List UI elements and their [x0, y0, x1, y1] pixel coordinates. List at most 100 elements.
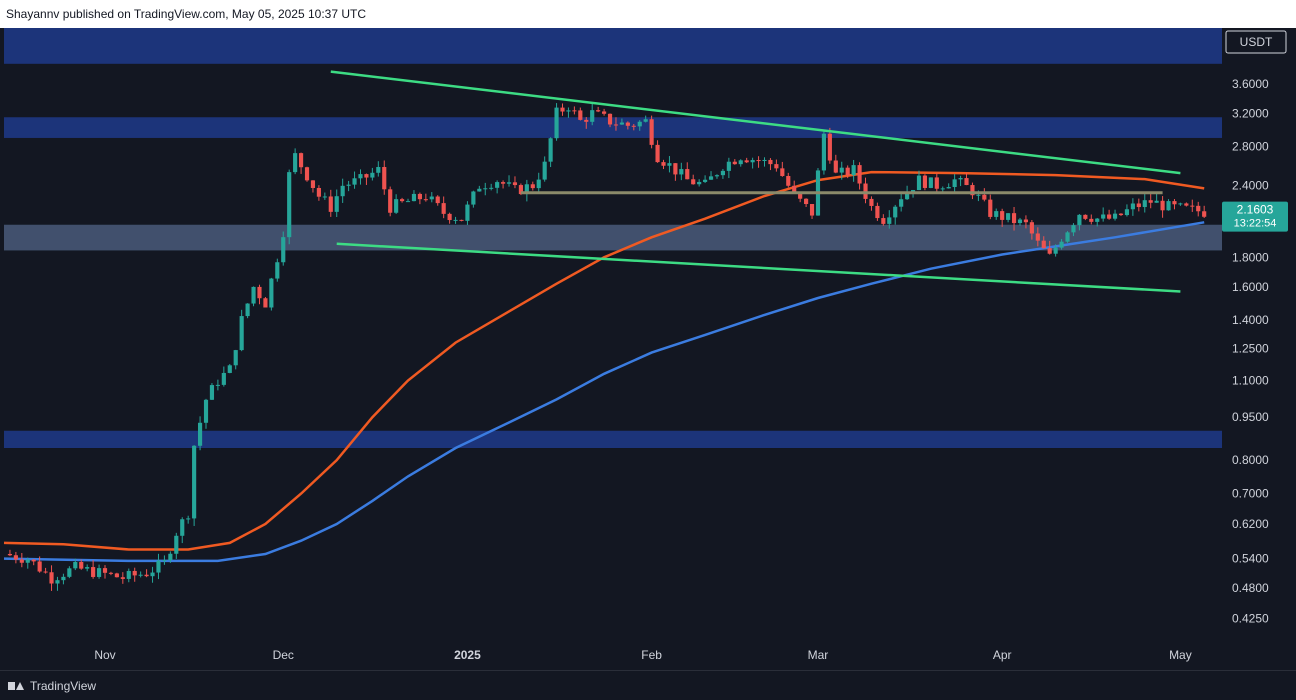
candle-body — [501, 182, 506, 184]
candle-body — [1178, 203, 1183, 205]
last-price-label: 2.1603 — [1237, 203, 1274, 217]
candle — [708, 171, 714, 180]
currency-badge-box — [1225, 30, 1287, 54]
candle-body — [435, 196, 440, 204]
candle-body — [197, 422, 203, 446]
candle — [471, 190, 476, 208]
candle-body — [429, 196, 434, 200]
candle — [536, 172, 541, 193]
candle-body — [964, 178, 969, 186]
candle-body — [61, 576, 66, 581]
candle-body — [893, 206, 898, 218]
candle-body — [762, 159, 767, 162]
candle — [79, 559, 84, 570]
candle-body — [590, 110, 595, 122]
candle-body — [756, 160, 761, 162]
candle — [744, 157, 749, 164]
candle-body — [245, 303, 250, 317]
candle — [203, 398, 209, 429]
price-tick-label: 3.6000 — [1232, 77, 1269, 91]
trendline-1 — [336, 242, 1181, 293]
candle — [726, 157, 731, 179]
candle — [388, 186, 393, 217]
footer-brand[interactable]: TradingView — [30, 678, 97, 693]
candle — [863, 177, 868, 204]
candle-body — [804, 198, 809, 205]
candle — [756, 156, 761, 168]
candle-body — [293, 153, 298, 173]
candle — [827, 127, 832, 164]
candle-body — [394, 199, 399, 213]
candle-body — [1000, 211, 1005, 220]
price-tick-label: 1.4000 — [1232, 313, 1269, 327]
candle-body — [120, 577, 125, 579]
candle — [489, 183, 494, 191]
candle-body — [251, 286, 256, 304]
candle-body — [922, 175, 928, 188]
candle-body — [1089, 218, 1094, 222]
candle — [845, 165, 850, 179]
candle-body — [732, 161, 737, 165]
candle — [352, 171, 357, 189]
candle — [1035, 227, 1040, 247]
price-tick-label: 0.8000 — [1232, 453, 1269, 467]
candle — [7, 549, 13, 557]
candle-body — [281, 237, 286, 263]
candle — [465, 201, 470, 226]
candle-body — [322, 196, 327, 198]
candle — [257, 284, 262, 305]
candle-body — [1095, 218, 1100, 222]
candle — [655, 140, 660, 163]
candle-body — [1184, 203, 1189, 206]
candle — [732, 159, 737, 165]
candle-body — [96, 568, 102, 577]
candle-body — [566, 110, 571, 112]
candle — [364, 173, 369, 185]
candle-body — [1035, 233, 1040, 241]
price-chart[interactable]: 3.6000 3.2000 2.8000 2.4000 1.8000 1.6000 1.40… — [0, 28, 1296, 670]
candle — [780, 161, 785, 177]
chart-area[interactable]: 3.6000 3.2000 2.8000 2.4000 1.8000 1.6000 1.40… — [0, 28, 1296, 670]
currency-badge[interactable]: USDT — [1225, 30, 1287, 54]
candle-body — [916, 175, 922, 191]
candle-body — [269, 278, 274, 308]
candle — [560, 103, 565, 116]
candle — [215, 379, 220, 391]
candle — [1017, 217, 1023, 226]
candle-body — [940, 188, 945, 190]
candle — [245, 303, 250, 319]
time-axis[interactable]: Nov Dec 2025 Feb Mar Apr May — [94, 648, 1191, 662]
candle — [679, 162, 684, 181]
candle — [162, 555, 167, 565]
price-axis[interactable]: 3.6000 3.2000 2.8000 2.4000 1.8000 1.6000 1.40… — [1232, 77, 1269, 626]
candle-body — [887, 217, 892, 224]
candle — [774, 159, 779, 172]
candle-body — [108, 572, 114, 574]
candles-layer — [7, 103, 1207, 591]
candle-body — [905, 191, 910, 200]
candle — [839, 161, 844, 180]
candle-body — [1107, 214, 1112, 219]
candle — [590, 103, 595, 126]
candle-body — [447, 213, 452, 221]
price-tick-label: 0.6200 — [1232, 517, 1269, 531]
candle-body — [982, 194, 987, 200]
candle — [37, 556, 42, 573]
candle — [91, 560, 96, 579]
candle-body — [1148, 200, 1153, 203]
candle — [566, 107, 571, 118]
candle — [73, 558, 78, 571]
candle — [251, 286, 256, 307]
candle — [459, 219, 464, 222]
time-tick-label: May — [1169, 648, 1192, 662]
published-text: Shayannv published on TradingView.com, M… — [6, 7, 366, 21]
candle-body — [512, 182, 518, 186]
candle-body — [67, 568, 72, 577]
candle-body — [578, 110, 583, 120]
candle-body — [43, 571, 48, 573]
zone-3 — [4, 430, 1222, 449]
candle — [833, 154, 838, 174]
candle-body — [423, 199, 428, 201]
candle-body — [607, 113, 613, 125]
candle — [1124, 204, 1130, 217]
